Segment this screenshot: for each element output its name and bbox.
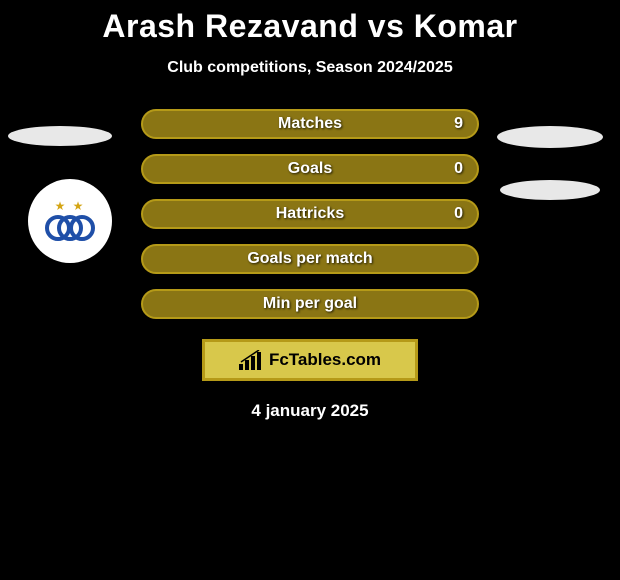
stat-label: Min per goal: [263, 295, 357, 313]
brand-bars-icon: [239, 350, 263, 370]
crest-stars-icon: ★ ★: [55, 199, 86, 213]
brand-text: FcTables.com: [269, 350, 381, 370]
stat-row-goals-per-match: Goals per match: [141, 244, 479, 274]
stat-label: Hattricks: [276, 205, 344, 223]
stat-label: Goals: [288, 160, 332, 178]
player-photo-placeholder-right-2: [500, 180, 600, 200]
stat-row-goals: Goals 0: [141, 154, 479, 184]
stat-label: Matches: [278, 115, 342, 133]
stat-value-right: 9: [454, 115, 463, 133]
stat-value-right: 0: [454, 160, 463, 178]
subtitle: Club competitions, Season 2024/2025: [0, 59, 620, 77]
stat-row-min-per-goal: Min per goal: [141, 289, 479, 319]
page-title: Arash Rezavand vs Komar: [0, 0, 620, 45]
footer-date: 4 january 2025: [0, 401, 620, 421]
stat-row-matches: Matches 9: [141, 109, 479, 139]
stat-row-hattricks: Hattricks 0: [141, 199, 479, 229]
club-crest: ★ ★: [28, 179, 112, 263]
stat-label: Goals per match: [247, 250, 372, 268]
player-photo-placeholder-right-1: [497, 126, 603, 148]
brand-badge: FcTables.com: [202, 339, 418, 381]
player-photo-placeholder-left: [8, 126, 112, 146]
stat-value-right: 0: [454, 205, 463, 223]
crest-rings-icon: [42, 213, 98, 243]
